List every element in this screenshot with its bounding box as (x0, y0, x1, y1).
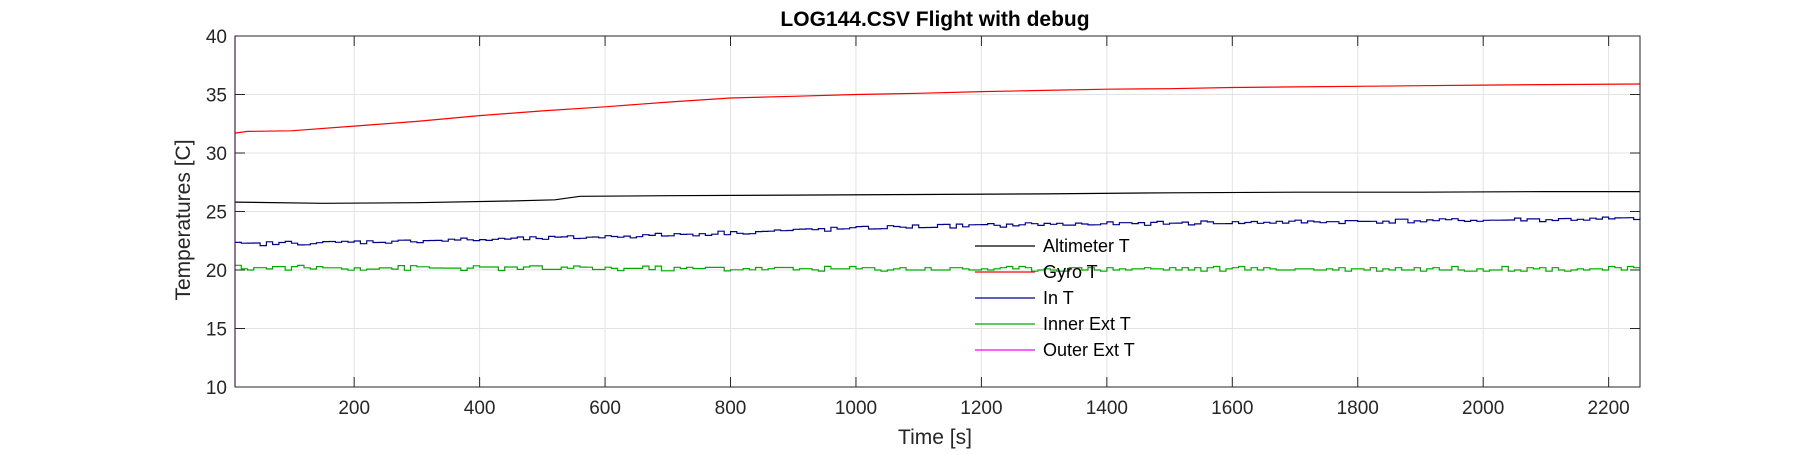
chart-title: LOG144.CSV Flight with debug (780, 8, 1089, 31)
y-tick-label: 30 (206, 144, 227, 165)
y-tick-label: 20 (206, 261, 227, 282)
legend-label: Outer Ext T (1043, 340, 1135, 360)
y-tick-label: 25 (206, 203, 227, 224)
series-line-altimeter-t (234, 191, 1640, 204)
x-tick-label: 2200 (1587, 398, 1629, 419)
x-tick-label: 2000 (1462, 398, 1504, 419)
series-line-inner-ext-t (235, 264, 1640, 272)
legend: Altimeter T Gyro T In T Inner Ext T Outer Ex… (975, 236, 1135, 360)
series-line-in-t (235, 216, 1641, 247)
series-line-gyro-t (234, 83, 1641, 134)
legend-label: Altimeter T (1043, 236, 1130, 256)
y-axis-label: Temperatures [C] (172, 139, 195, 300)
x-tick-label: 1400 (1086, 398, 1128, 419)
y-tick-label: 40 (206, 27, 227, 48)
x-tick-label: 400 (464, 398, 496, 419)
y-tick-label: 10 (206, 378, 227, 399)
x-tick-label: 200 (338, 398, 370, 419)
legend-label: Gyro T (1043, 262, 1098, 282)
legend-label: Inner Ext T (1043, 314, 1131, 334)
x-tick-label: 1200 (960, 398, 1002, 419)
axis-ticks: 200 400 600 800 1000 1200 1400 1600 1800 2000 2200… (206, 27, 1640, 419)
x-tick-label: 800 (715, 398, 747, 419)
x-axis-label: Time [s] (898, 426, 972, 449)
x-tick-label: 1600 (1211, 398, 1253, 419)
legend-label: In T (1043, 288, 1074, 308)
x-tick-label: 1000 (835, 398, 877, 419)
x-tick-label: 600 (589, 398, 621, 419)
y-tick-label: 35 (206, 86, 227, 107)
y-tick-label: 15 (206, 320, 227, 341)
x-tick-label: 1800 (1337, 398, 1379, 419)
